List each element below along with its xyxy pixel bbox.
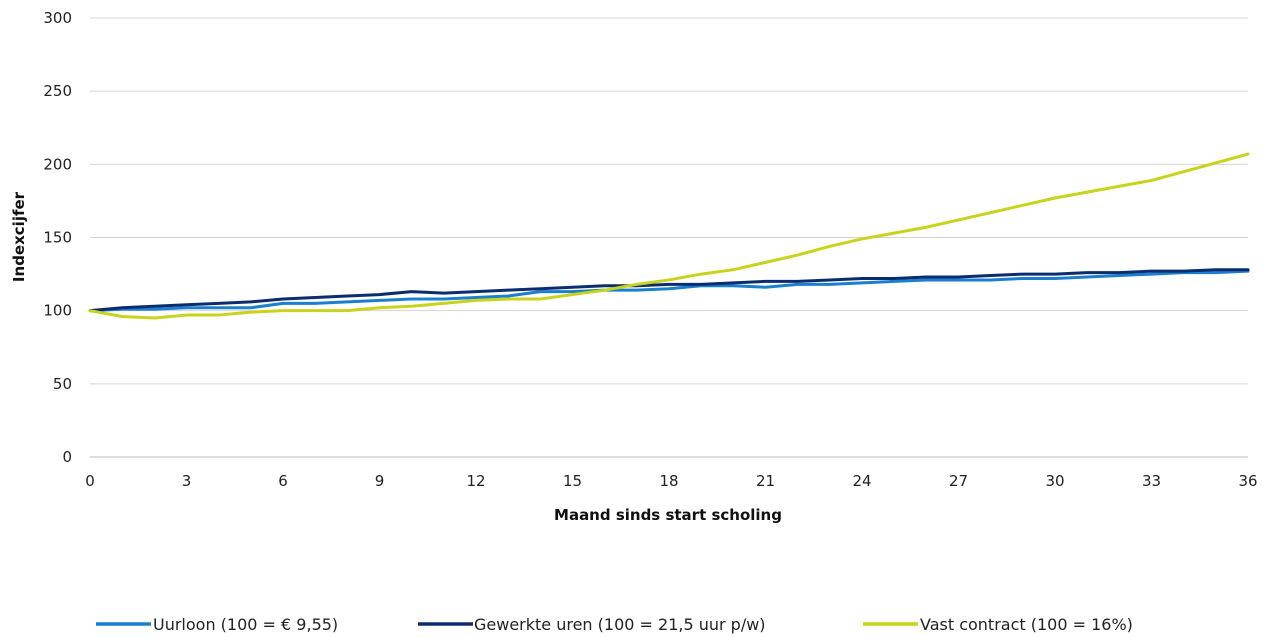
y-tick-label: 250 bbox=[43, 82, 72, 100]
x-tick-label: 12 bbox=[466, 472, 485, 490]
y-tick-label: 300 bbox=[43, 9, 72, 27]
y-tick-label: 50 bbox=[53, 375, 72, 393]
x-axis-title: Maand sinds start scholing bbox=[554, 506, 782, 524]
legend-label-1: Gewerkte uren (100 = 21,5 uur p/w) bbox=[474, 615, 766, 634]
y-axis-title: Indexcijfer bbox=[10, 191, 28, 282]
legend-label-2: Vast contract (100 = 16%) bbox=[920, 615, 1133, 634]
series-line-2 bbox=[88, 152, 1250, 320]
x-tick-label: 36 bbox=[1238, 472, 1257, 490]
y-tick-label: 0 bbox=[62, 448, 72, 466]
x-axis-ticks: 0 3 6 9 12 15 18 21 24 27 30 33 36 bbox=[85, 472, 1257, 490]
x-tick-label: 6 bbox=[278, 472, 288, 490]
x-tick-label: 0 bbox=[85, 472, 95, 490]
x-tick-label: 9 bbox=[375, 472, 385, 490]
series-line-0 bbox=[88, 269, 1250, 313]
series-lines bbox=[88, 152, 1250, 320]
x-tick-label: 33 bbox=[1142, 472, 1161, 490]
x-tick-label: 21 bbox=[756, 472, 775, 490]
series-line-1 bbox=[88, 268, 1250, 313]
x-tick-label: 27 bbox=[949, 472, 968, 490]
x-tick-label: 18 bbox=[659, 472, 678, 490]
legend-label-0: Uurloon (100 = € 9,55) bbox=[153, 615, 338, 634]
x-tick-label: 24 bbox=[852, 472, 871, 490]
y-tick-label: 200 bbox=[43, 155, 72, 173]
y-tick-label: 100 bbox=[43, 302, 72, 320]
x-tick-label: 15 bbox=[563, 472, 582, 490]
x-tick-label: 3 bbox=[182, 472, 192, 490]
x-tick-label: 30 bbox=[1045, 472, 1064, 490]
y-axis-ticks: 0 50 100 150 200 250 300 bbox=[43, 9, 72, 466]
y-tick-label: 150 bbox=[43, 229, 72, 247]
legend: Uurloon (100 = € 9,55) Gewerkte uren (100… bbox=[96, 615, 1133, 634]
gridlines bbox=[90, 17, 1248, 458]
